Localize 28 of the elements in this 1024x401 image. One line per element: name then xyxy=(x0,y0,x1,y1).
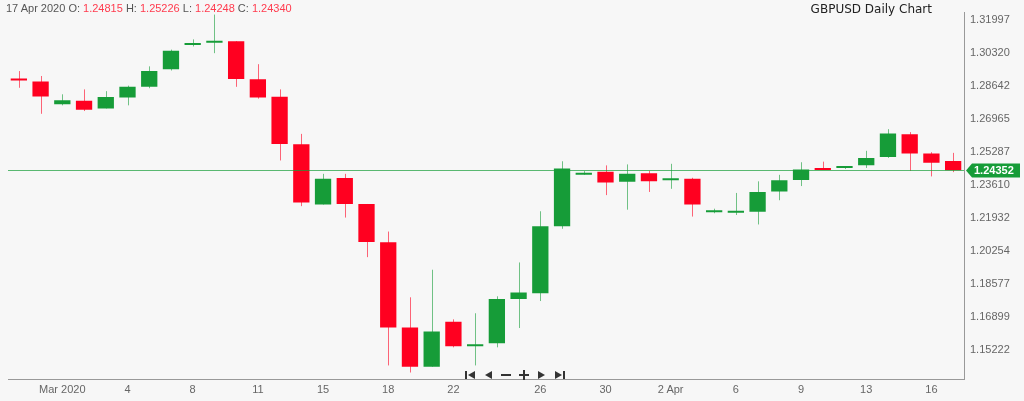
y-tick-label: 1.16899 xyxy=(970,309,1010,322)
annotation: 17 Apr 2020 O: 1.24815 H: 1.25226 L: 1.24248 C: 1.24340 xyxy=(6,2,292,14)
y-tick-label: 1.20254 xyxy=(970,243,1010,256)
x-tick-label: 4 xyxy=(124,383,131,396)
x-tick-label: 26 xyxy=(534,383,547,396)
chart-title: GBPUSD Daily Chart xyxy=(810,2,932,16)
x-tick-label: 8 xyxy=(189,383,196,396)
y-tick-label: 1.28642 xyxy=(970,78,1010,91)
y-tick-label: 1.25287 xyxy=(970,144,1010,157)
y-tick-label: 1.18577 xyxy=(970,276,1010,289)
y-tick-label: 1.21932 xyxy=(970,210,1010,223)
x-tick-label: 9 xyxy=(797,383,805,396)
x-tick-label: 18 xyxy=(382,383,395,396)
x-tick-label: Mar 2020 xyxy=(39,383,86,396)
y-tick-label: 1.15222 xyxy=(970,342,1010,355)
x-tick-label: 6 xyxy=(732,383,739,396)
y-tick-label: 1.23610 xyxy=(970,177,1010,190)
x-tick-label: 15 xyxy=(316,383,330,396)
x-tick-label: 22 xyxy=(447,383,460,396)
y-tick-label: 1.26965 xyxy=(970,111,1010,124)
x-tick-label: 16 xyxy=(925,383,938,396)
ref-line-label: 1.24352 xyxy=(974,164,1014,177)
x-tick-label: 30 xyxy=(599,383,612,396)
y-tick-label: 1.30320 xyxy=(970,45,1010,58)
x-tick-label: 13 xyxy=(860,383,873,396)
x-tick-label: 11 xyxy=(252,383,264,396)
y-tick-label: 1.31997 xyxy=(970,12,1010,25)
x-tick-label: 2 Apr xyxy=(657,383,684,396)
